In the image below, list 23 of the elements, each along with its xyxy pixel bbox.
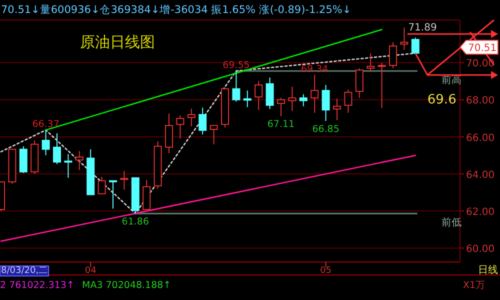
text: 8/03/20,二: [1, 266, 48, 276]
text: 2 761022.313↑: [0, 280, 74, 291]
y-tick-label: 64.00: [466, 170, 495, 181]
y-tick-label: 68.00: [466, 96, 495, 107]
text: 原油日线图: [80, 33, 155, 51]
y-tick-label: 62.00: [466, 207, 495, 218]
chart-subtitle: 70.51↓量600936↓仓369384↓增-36034 振1.65% 涨(-0.89)-1.25%↓: [1, 4, 352, 16]
annotation: 69.55: [222, 60, 250, 71]
annotation: 71.89: [408, 22, 437, 34]
text: X1万: [463, 280, 486, 291]
annotation: 66.85: [312, 124, 340, 136]
annotation: 61.86: [122, 216, 149, 228]
y-tick-label: 66.00: [466, 132, 495, 144]
annotation: 66.37: [32, 118, 60, 130]
x-tick-label: 04: [84, 266, 97, 276]
text: MA3 702048.188↑: [82, 280, 172, 291]
text: 70.51: [468, 43, 497, 54]
annotation: 67.11: [267, 119, 295, 130]
text: 日线: [478, 264, 498, 276]
y-tick-label: 70.00: [466, 58, 495, 70]
text: 69.6: [427, 92, 456, 108]
y-tick-label: 60.00: [466, 244, 495, 256]
x-tick-label: 05: [320, 266, 332, 276]
